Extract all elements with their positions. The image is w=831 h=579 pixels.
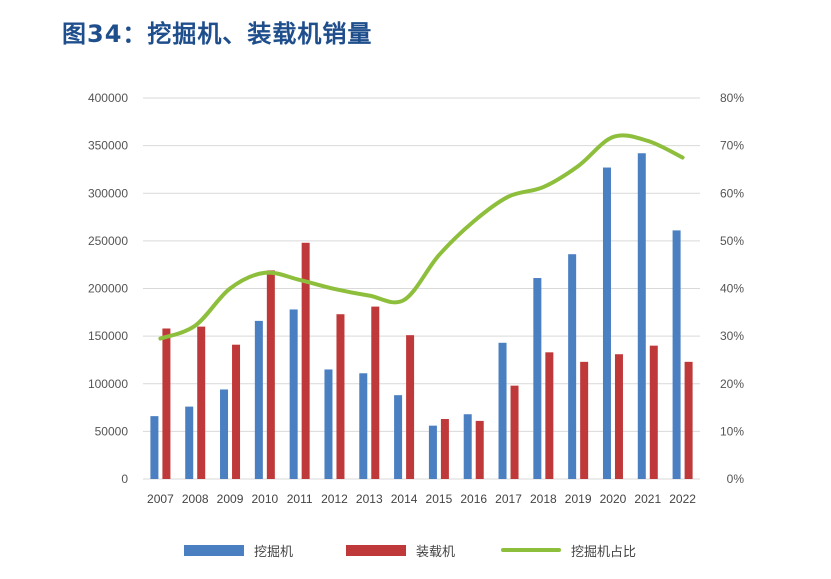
excavator-bar bbox=[394, 395, 403, 479]
loader-bar bbox=[614, 354, 623, 479]
x-tick-label: 2017 bbox=[495, 492, 522, 506]
loader-bar bbox=[371, 306, 380, 479]
left-tick-label: 350000 bbox=[88, 139, 128, 153]
excavator-bar bbox=[359, 373, 368, 479]
excavator-bar bbox=[185, 406, 194, 479]
excavator-bar bbox=[463, 414, 472, 479]
left-tick-label: 50000 bbox=[95, 424, 129, 438]
loader-bar bbox=[197, 326, 206, 479]
left-tick-label: 150000 bbox=[88, 329, 128, 343]
left-tick-label: 100000 bbox=[88, 377, 128, 391]
excavator-bar bbox=[150, 416, 159, 479]
x-tick-label: 2013 bbox=[356, 492, 383, 506]
loader-bar bbox=[510, 385, 519, 479]
legend-swatch-share bbox=[501, 548, 561, 552]
excavator-bar bbox=[324, 369, 333, 479]
x-tick-label: 2018 bbox=[530, 492, 557, 506]
legend-item-excavator: 挖掘机 bbox=[184, 538, 293, 562]
right-tick-label: 20% bbox=[720, 377, 744, 391]
excavator-bar bbox=[637, 153, 646, 479]
loader-bar bbox=[580, 361, 589, 479]
right-tick-label: 60% bbox=[720, 186, 744, 200]
loader-bar bbox=[266, 270, 275, 479]
loader-bar bbox=[301, 242, 310, 479]
x-tick-label: 2012 bbox=[321, 492, 348, 506]
x-tick-label: 2011 bbox=[287, 492, 313, 506]
excavator-bar bbox=[602, 167, 611, 479]
share-line-path bbox=[158, 133, 685, 341]
legend-label-loader: 装载机 bbox=[416, 544, 456, 560]
loader-bar bbox=[545, 352, 554, 479]
x-tick-label: 2019 bbox=[565, 492, 592, 506]
x-axis-ticks: 2007 2008 2009 2010 2011 2012 2013 2014 2015 2016… bbox=[147, 492, 696, 506]
legend-item-loader: 装载机 bbox=[346, 538, 455, 562]
x-tick-label: 2010 bbox=[251, 492, 278, 506]
left-tick-label: 0 bbox=[121, 472, 128, 486]
loader-bar bbox=[162, 328, 171, 479]
x-tick-label: 2014 bbox=[391, 492, 418, 506]
legend-label-share: 挖掘机占比 bbox=[571, 544, 637, 560]
excavator-bar bbox=[289, 309, 298, 479]
right-tick-label: 70% bbox=[720, 139, 744, 153]
loader-bar bbox=[684, 361, 693, 479]
excavator-bar bbox=[254, 320, 263, 479]
right-axis-ticks: 0% 10% 20% 30% 40% 50% 60% 70% 80% bbox=[720, 91, 744, 486]
legend-label-excavator: 挖掘机 bbox=[254, 544, 294, 560]
loader-bar bbox=[649, 345, 658, 479]
chart-title: 图34：挖掘机、装载机销量 bbox=[62, 20, 373, 48]
loader-bar bbox=[232, 344, 241, 479]
right-tick-label: 40% bbox=[720, 282, 744, 296]
x-tick-label: 2007 bbox=[147, 492, 174, 506]
loader-bar bbox=[406, 335, 415, 479]
right-tick-label: 30% bbox=[720, 329, 744, 343]
right-tick-label: 80% bbox=[720, 91, 744, 105]
x-tick-label: 2009 bbox=[217, 492, 244, 506]
left-tick-label: 300000 bbox=[88, 186, 128, 200]
right-tick-label: 10% bbox=[720, 424, 744, 438]
excavator-bar bbox=[428, 425, 437, 479]
left-axis-ticks: 0 50000 100000 150000 200000 250000 300000 3500… bbox=[88, 91, 128, 486]
bars bbox=[150, 153, 693, 479]
excavator-bar bbox=[220, 389, 229, 479]
left-tick-label: 200000 bbox=[88, 282, 128, 296]
loader-bar bbox=[336, 314, 345, 479]
x-tick-label: 2021 bbox=[634, 492, 661, 506]
legend-swatch-excavator bbox=[184, 544, 244, 556]
legend-swatch-loader bbox=[346, 544, 406, 556]
legend: 挖掘机 装载机 挖掘机占比 bbox=[0, 538, 831, 562]
excavator-bar bbox=[672, 230, 681, 479]
x-tick-label: 2016 bbox=[460, 492, 487, 506]
excavator-bar bbox=[568, 254, 577, 479]
loader-bar bbox=[440, 418, 449, 479]
legend-item-share: 挖掘机占比 bbox=[501, 538, 636, 562]
x-tick-label: 2020 bbox=[600, 492, 627, 506]
right-tick-label: 0% bbox=[727, 472, 745, 486]
x-tick-label: 2022 bbox=[669, 492, 696, 506]
excavator-bar bbox=[498, 342, 507, 479]
right-tick-label: 50% bbox=[720, 234, 744, 248]
excavator-bar bbox=[533, 278, 542, 479]
left-tick-label: 400000 bbox=[88, 91, 128, 105]
left-tick-label: 250000 bbox=[88, 234, 128, 248]
x-tick-label: 2015 bbox=[426, 492, 453, 506]
loader-bar bbox=[475, 420, 484, 479]
share-line bbox=[158, 133, 685, 341]
x-tick-label: 2008 bbox=[182, 492, 209, 506]
